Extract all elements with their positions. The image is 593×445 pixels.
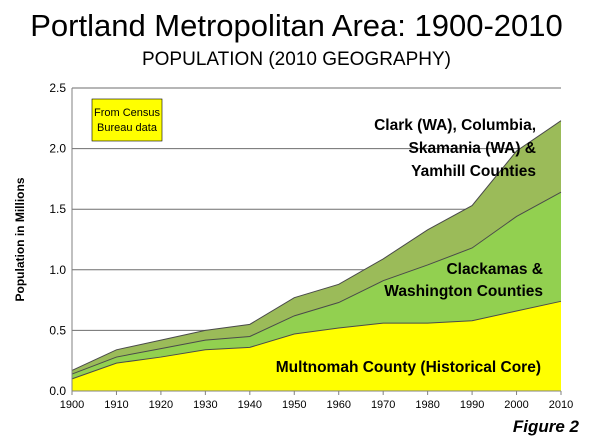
x-tick-label: 2000 bbox=[504, 399, 528, 411]
series-label-3: Multnomah County (Historical Core) bbox=[276, 359, 541, 376]
series-label-2: Clackamas & bbox=[446, 261, 543, 278]
x-tick-label: 1900 bbox=[60, 399, 84, 411]
source-note-box bbox=[91, 98, 163, 142]
area-series-1 bbox=[72, 301, 561, 391]
x-tick-label: 1970 bbox=[371, 399, 395, 411]
y-tick-label: 2.5 bbox=[49, 81, 66, 95]
series-line-2 bbox=[71, 191, 562, 375]
chart-subtitle: POPULATION (2010 GEOGRAPHY) bbox=[141, 49, 451, 70]
series-label-1: Clark (WA), Columbia, bbox=[374, 117, 536, 134]
y-tick-label: 1.5 bbox=[49, 202, 66, 216]
y-axis-title: Population in Millions bbox=[13, 177, 27, 301]
x-tick-label: 1910 bbox=[104, 399, 128, 411]
y-tick-label: 2.0 bbox=[49, 142, 66, 156]
x-tick-label: 1990 bbox=[460, 399, 484, 411]
series-label-1: Skamania (WA) & bbox=[409, 140, 536, 157]
series-label-2: Washington Counties bbox=[384, 283, 543, 300]
x-tick-label: 1930 bbox=[193, 399, 217, 411]
area-series-2 bbox=[72, 192, 561, 379]
area-series-3 bbox=[72, 120, 561, 375]
source-note-text: Bureau data bbox=[97, 122, 158, 134]
figure-label: Figure 2 bbox=[512, 417, 579, 436]
x-tick-label: 1920 bbox=[149, 399, 173, 411]
y-tick-label: 0.0 bbox=[49, 384, 66, 398]
x-tick-label: 1980 bbox=[415, 399, 439, 411]
y-tick-label: 1.0 bbox=[49, 263, 66, 277]
x-tick-label: 1950 bbox=[282, 399, 306, 411]
source-note-text: From Census bbox=[94, 107, 161, 119]
y-tick-label: 0.5 bbox=[49, 323, 66, 337]
chart-title: Portland Metropolitan Area: 1900-2010 bbox=[30, 8, 563, 43]
x-tick-label: 2010 bbox=[549, 399, 573, 411]
series-line-1 bbox=[71, 300, 562, 380]
series-label-1: Yamhill Counties bbox=[411, 163, 536, 180]
series-line-3 bbox=[71, 120, 562, 371]
x-tick-label: 1960 bbox=[326, 399, 350, 411]
x-tick-label: 1940 bbox=[238, 399, 262, 411]
